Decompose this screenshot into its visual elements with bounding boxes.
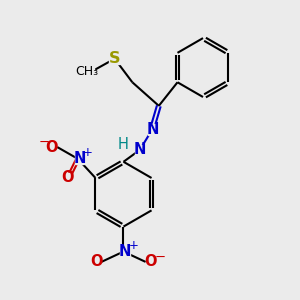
Bar — [135, 145, 144, 155]
Bar — [75, 154, 84, 164]
Bar — [120, 247, 130, 256]
Bar — [109, 53, 120, 64]
Text: N: N — [73, 151, 86, 166]
Text: +: + — [82, 146, 92, 159]
Text: H: H — [118, 136, 129, 152]
Text: −: − — [154, 251, 165, 264]
Text: O: O — [145, 254, 157, 269]
Text: +: + — [129, 239, 139, 252]
Bar — [63, 173, 72, 183]
Text: N: N — [134, 142, 146, 158]
Text: CH₃: CH₃ — [75, 65, 98, 79]
Text: N: N — [147, 122, 159, 137]
Bar — [79, 68, 94, 79]
Text: O: O — [90, 254, 102, 269]
Bar — [148, 124, 158, 134]
Text: O: O — [61, 170, 74, 185]
Text: N: N — [119, 244, 131, 259]
Text: −: − — [38, 136, 50, 149]
Text: O: O — [46, 140, 58, 154]
Text: S: S — [109, 51, 120, 66]
